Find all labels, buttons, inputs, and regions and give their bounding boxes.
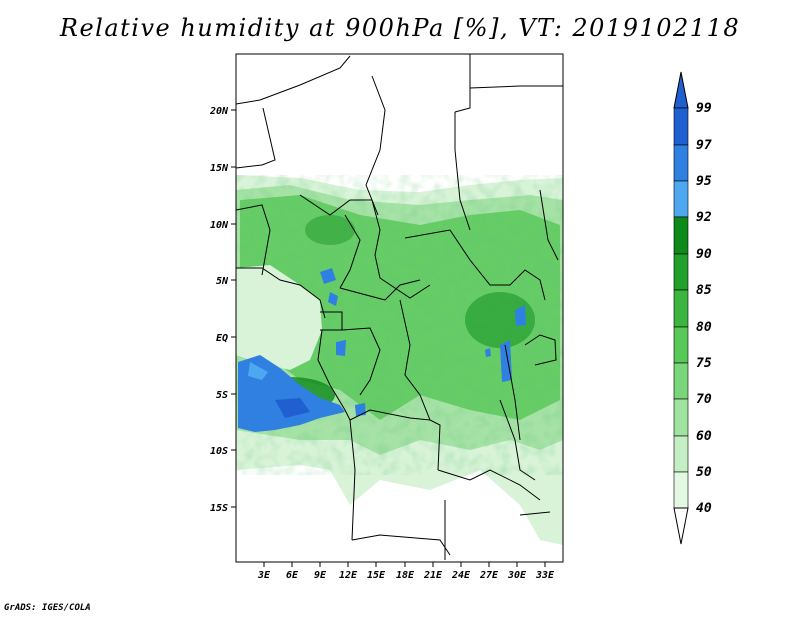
colorbar-label: 75	[696, 356, 712, 371]
colorbar-segment	[673, 289, 689, 328]
colorbar-segment	[673, 326, 689, 364]
map-frame	[235, 53, 564, 563]
lat-tick-label: 10N	[210, 220, 229, 231]
colorbar-segment	[673, 144, 689, 182]
colorbar-segment	[673, 107, 689, 146]
colorbar-label: 40	[696, 501, 712, 516]
lon-axis	[263, 562, 546, 567]
country-borders	[236, 54, 563, 560]
lat-tick-label: 20N	[209, 106, 229, 117]
lat-tick-label: 10S	[210, 446, 228, 457]
colorbar-label: 80	[696, 320, 712, 335]
lat-tick-label: 15S	[210, 503, 228, 514]
colorbar-label: 70	[696, 392, 712, 407]
colorbar-segment	[673, 471, 689, 509]
lon-tick-label: 30E	[507, 570, 527, 581]
colorbar-segment	[673, 435, 689, 473]
lat-tick-label: EQ	[216, 333, 228, 344]
humidity-patch-92	[465, 292, 535, 348]
humidity-spot	[355, 403, 366, 416]
colorbar-segment	[673, 398, 689, 437]
lat-tick-label: 5N	[216, 276, 229, 287]
colorbar-segment	[673, 180, 689, 218]
colorbar-segment	[673, 362, 689, 400]
colorbar-arrow-top	[673, 71, 689, 109]
lon-tick-label: 3E	[257, 570, 271, 581]
colorbar-segment	[673, 253, 689, 291]
humidity-field	[236, 175, 563, 545]
humidity-spot	[500, 340, 512, 382]
lon-tick-label: 12E	[339, 570, 358, 581]
colorbar-segment	[673, 216, 689, 255]
colorbar-label: 95	[696, 174, 712, 189]
lat-tick-label: 5S	[216, 390, 228, 401]
colorbar-arrow-bottom	[673, 507, 689, 545]
lon-tick-label: 33E	[535, 570, 555, 581]
lat-tick-label: 15N	[210, 163, 229, 174]
lon-tick-label: 9E	[314, 570, 327, 581]
lat-axis	[231, 109, 236, 508]
gulf-region	[236, 265, 322, 370]
colorbar-label: 50	[696, 465, 712, 480]
lon-tick-label: 24E	[451, 570, 471, 581]
colorbar-label: 92	[696, 210, 712, 225]
credit-label: GrADS: IGES/COLA	[4, 603, 91, 613]
lon-tick-label: 27E	[479, 570, 499, 581]
humidity-patch-92	[305, 215, 355, 245]
colorbar-label: 85	[696, 283, 712, 298]
colorbar: 99 97 95 92 90 85 80 75 70 60 50 40	[673, 71, 712, 545]
humidity-spot	[485, 348, 491, 357]
lon-tick-label: 6E	[286, 570, 299, 581]
lon-tick-label: 21E	[423, 570, 443, 581]
humidity-spot	[515, 305, 526, 326]
humidity-spot	[328, 292, 338, 306]
lon-tick-label: 15E	[367, 570, 386, 581]
colorbar-label: 60	[696, 429, 712, 444]
lon-tick-label: 18E	[396, 570, 415, 581]
colorbar-label: 90	[696, 247, 712, 262]
humidity-spot	[336, 340, 346, 356]
colorbar-label: 99	[696, 101, 712, 116]
chart-title: Relative humidity at 900hPa [%], VT: 201…	[59, 14, 741, 42]
colorbar-label: 97	[696, 138, 712, 153]
humidity-spot	[320, 268, 336, 284]
